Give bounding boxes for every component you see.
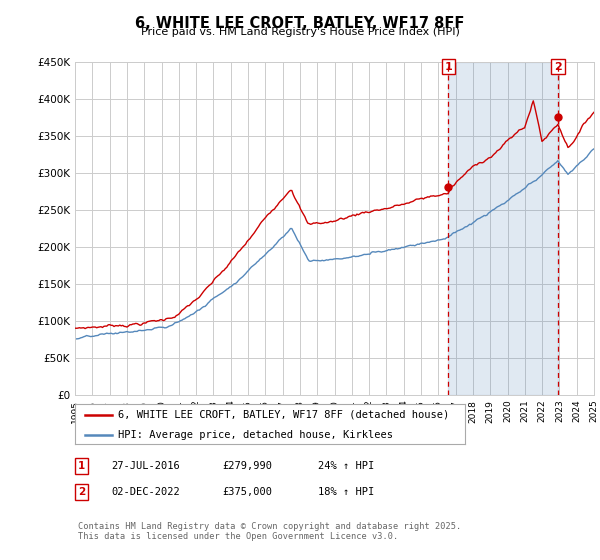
Text: £375,000: £375,000 xyxy=(222,487,272,497)
Text: Contains HM Land Registry data © Crown copyright and database right 2025.
This d: Contains HM Land Registry data © Crown c… xyxy=(78,522,461,542)
Text: Price paid vs. HM Land Registry's House Price Index (HPI): Price paid vs. HM Land Registry's House … xyxy=(140,27,460,37)
Text: 02-DEC-2022: 02-DEC-2022 xyxy=(111,487,180,497)
Text: 2: 2 xyxy=(78,487,85,497)
Text: 18% ↑ HPI: 18% ↑ HPI xyxy=(318,487,374,497)
Bar xyxy=(448,62,558,395)
Text: £279,990: £279,990 xyxy=(222,461,272,471)
Text: 24% ↑ HPI: 24% ↑ HPI xyxy=(318,461,374,471)
Text: 1: 1 xyxy=(78,461,85,471)
Text: HPI: Average price, detached house, Kirklees: HPI: Average price, detached house, Kirk… xyxy=(118,430,393,440)
Text: 1: 1 xyxy=(444,62,452,72)
Text: 6, WHITE LEE CROFT, BATLEY, WF17 8FF (detached house): 6, WHITE LEE CROFT, BATLEY, WF17 8FF (de… xyxy=(118,410,449,420)
Text: 2: 2 xyxy=(554,62,562,72)
Text: 6, WHITE LEE CROFT, BATLEY, WF17 8FF: 6, WHITE LEE CROFT, BATLEY, WF17 8FF xyxy=(136,16,464,31)
Text: 27-JUL-2016: 27-JUL-2016 xyxy=(111,461,180,471)
